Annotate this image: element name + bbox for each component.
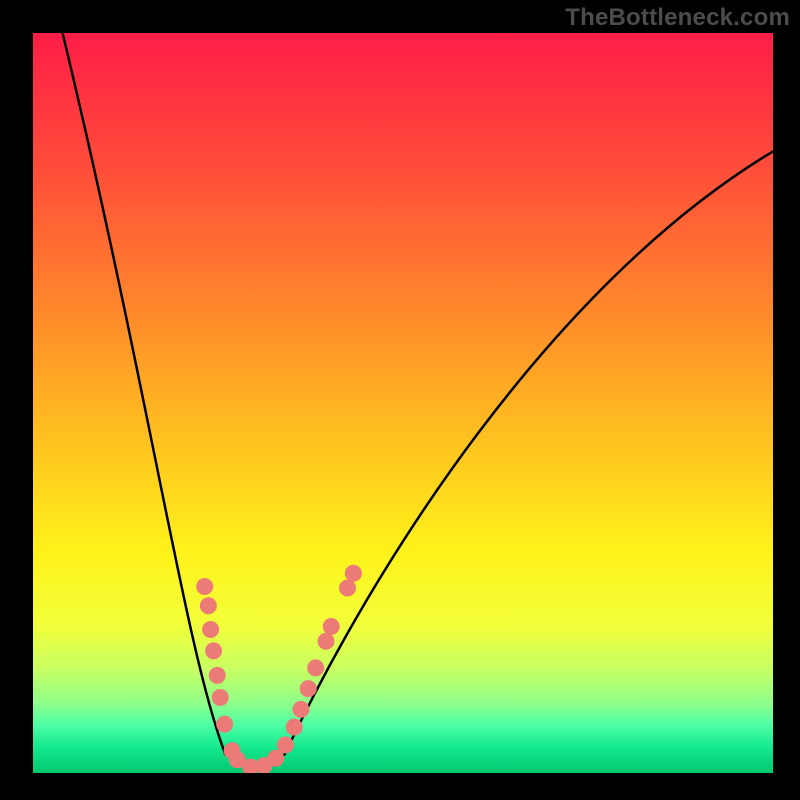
watermark-text: TheBottleneck.com: [565, 4, 790, 32]
data-marker: [293, 701, 309, 717]
data-marker: [318, 633, 334, 649]
data-marker: [340, 580, 356, 596]
data-marker: [212, 690, 228, 706]
data-marker: [300, 681, 316, 697]
data-marker: [308, 660, 324, 676]
data-markers-layer: [33, 33, 773, 773]
data-marker: [268, 750, 284, 766]
data-marker: [197, 579, 213, 595]
data-marker: [203, 621, 219, 637]
data-marker: [217, 716, 233, 732]
data-marker: [277, 737, 293, 753]
data-marker: [345, 565, 361, 581]
chart-frame: TheBottleneck.com: [0, 0, 800, 800]
data-marker: [323, 618, 339, 634]
data-marker: [200, 598, 216, 614]
data-marker: [209, 667, 225, 683]
data-marker: [286, 719, 302, 735]
plot-area: [33, 33, 773, 773]
data-marker: [206, 643, 222, 659]
